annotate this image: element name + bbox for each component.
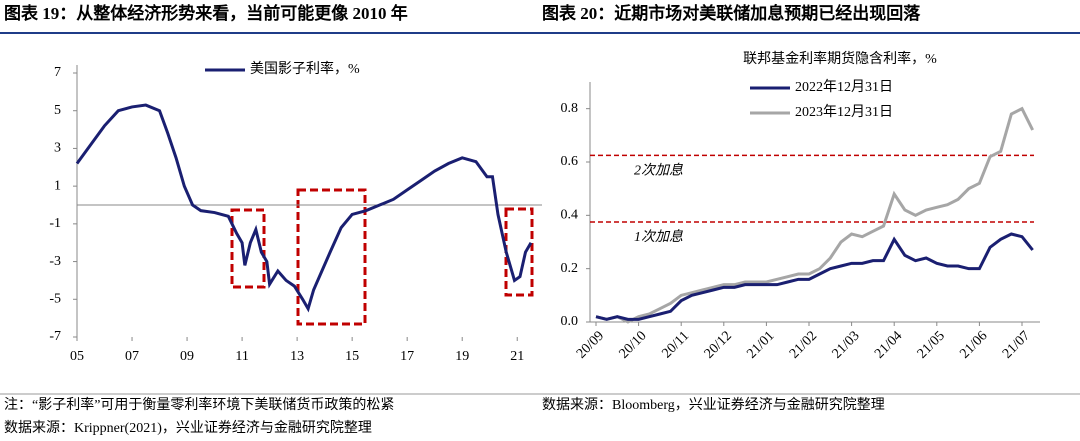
y-tick-label: 0.2 [561,261,579,276]
footer-source: 数据来源：Bloomberg，兴业证券经济与金融研究院整理 [542,397,885,413]
y-tick-label: 0.8 [561,101,579,116]
y-tick-label: 0.6 [561,154,579,169]
x-tick-label: 09 [180,349,194,364]
footer-note: 注：“影子利率”可用于衡量零利率环境下美联储货币政策的松紧 [4,396,394,413]
reference-label: 2次加息 [634,163,683,179]
x-tick-label: 11 [235,349,248,364]
x-tick-label: 20/09 [574,328,607,361]
highlight-box [230,208,266,289]
y-tick-label: 0.4 [561,208,579,223]
x-tick-label: 21/01 [744,328,777,361]
x-tick-label: 21 [510,349,524,364]
x-tick-label: 19 [455,349,469,364]
x-tick-label: 21/06 [957,328,990,361]
line-series [595,106,1034,324]
legend-label: 2023年12月31日 [795,104,893,120]
left-title: 图表 19：从整体经济形势来看，当前可能更像 2010 年 [4,3,408,23]
y-tick-label: 1 [54,178,61,193]
x-tick-label: 21/04 [872,328,905,361]
footer-source: 数据来源：Krippner(2021)，兴业证券经济与金融研究院整理 [4,420,372,436]
x-tick-label: 21/05 [915,328,948,361]
x-tick-label: 07 [125,349,139,364]
x-tick-label: 21/02 [787,328,820,361]
x-tick-label: 15 [345,349,359,364]
x-tick-label: 21/03 [830,328,863,361]
chart-title: 联邦基金利率期货隐含利率，% [743,50,937,67]
y-tick-label: -5 [49,292,61,307]
reference-label: 1次加息 [634,229,683,245]
legend-label: 美国影子利率，% [250,60,360,77]
x-tick-label: 20/12 [702,328,735,361]
line-series [75,103,533,313]
x-tick-label: 20/11 [660,328,693,361]
right-title: 图表 20：近期市场对美联储加息预期已经出现回落 [542,3,921,23]
x-tick-label: 17 [400,349,414,364]
x-tick-label: 05 [70,349,84,364]
highlight-box [296,188,367,326]
line-series [595,232,1034,321]
y-tick-label: -1 [49,216,61,231]
y-tick-label: -3 [49,254,61,269]
x-tick-label: 13 [290,349,304,364]
x-tick-label: 20/10 [617,328,650,361]
y-tick-label: 0.0 [561,314,579,329]
highlight-box [504,207,534,297]
x-tick-label: 21/07 [1000,328,1033,361]
y-tick-label: 3 [54,141,61,156]
y-tick-label: 5 [54,103,61,118]
y-tick-label: 7 [54,65,61,80]
y-tick-label: -7 [49,329,61,344]
legend-label: 2022年12月31日 [795,79,893,95]
